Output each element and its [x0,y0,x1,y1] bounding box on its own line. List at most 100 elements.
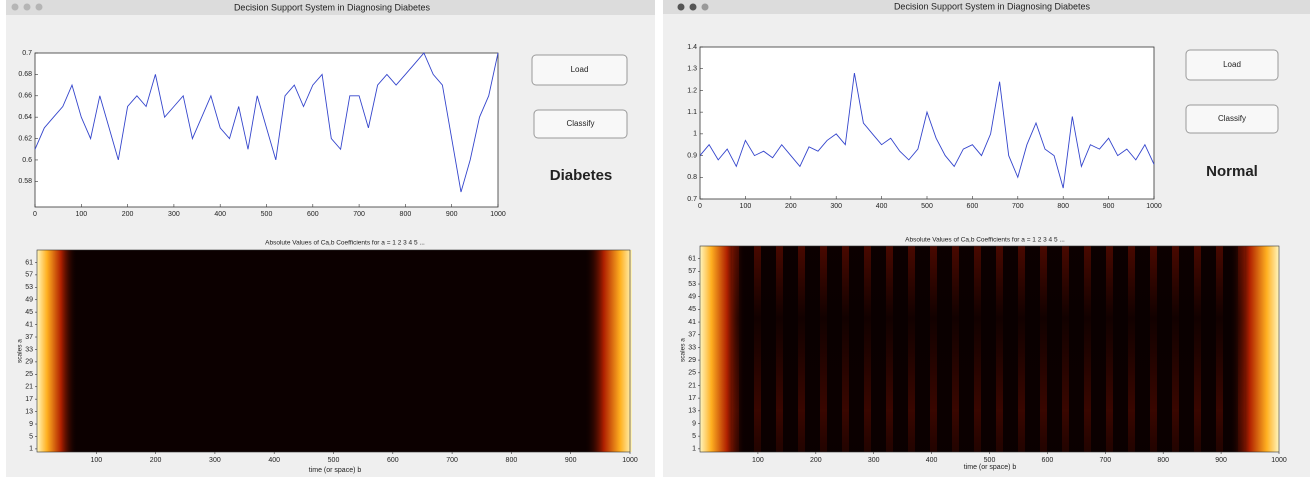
y-tick-label: 33 [688,344,696,351]
minimize-button[interactable] [23,3,31,11]
y-tick-label: 53 [25,284,33,291]
y-tick-label: 1 [693,131,697,138]
y-tick-label: 1.1 [687,109,697,116]
x-axis-label: time (or space) b [309,467,362,474]
y-tick-label: 0.7 [687,196,697,203]
x-tick-label: 700 [1012,203,1024,210]
y-tick-label: 0.9 [687,152,697,159]
x-tick-label: 500 [921,203,933,210]
y-tick-label: 9 [692,420,696,427]
y-tick-label: 61 [25,259,33,266]
x-tick-label: 400 [214,211,226,218]
scalogram-title: Absolute Values of Ca,b Coefficients for… [265,240,425,247]
y-tick-label: 37 [688,332,696,339]
y-tick-label: 1.4 [687,44,697,51]
result-label: Diabetes [550,167,613,184]
button-face [1185,104,1279,134]
x-tick-label: 900 [1215,457,1227,464]
x-tick-label: 1000 [490,211,506,218]
y-tick-label: 25 [688,370,696,377]
x-tick-label: 500 [984,457,996,464]
button[interactable]: Load [531,54,628,86]
y-tick-label: 49 [25,297,33,304]
plot-area [34,52,499,208]
button-label: Load [1223,60,1241,69]
button-face [531,54,628,86]
x-tick-label: 100 [740,203,752,210]
x-tick-label: 300 [209,457,221,464]
y-tick-label: 5 [29,433,33,440]
x-tick-label: 800 [1057,203,1069,210]
x-tick-label: 700 [1099,457,1111,464]
window-title: Decision Support System in Diagnosing Di… [234,2,431,12]
x-tick-label: 200 [785,203,797,210]
scalogram-image [37,250,632,452]
scalogram-title: Absolute Values of Ca,b Coefficients for… [905,237,1065,244]
x-tick-label: 400 [268,457,280,464]
y-tick-label: 57 [688,268,696,275]
y-tick-label: 61 [688,256,696,263]
y-tick-label: 29 [25,359,33,366]
close-button[interactable] [11,3,19,11]
y-tick-label: 0.64 [18,114,32,121]
x-tick-label: 600 [1042,457,1054,464]
x-tick-label: 400 [876,203,888,210]
y-axis-label: scales a [17,339,24,363]
y-tick-label: 17 [688,395,696,402]
button[interactable]: Load [1185,49,1279,81]
y-tick-label: 13 [688,408,696,415]
y-tick-label: 0.62 [18,135,32,142]
button-face [1185,49,1279,81]
x-tick-label: 1000 [1271,457,1287,464]
y-tick-label: 1 [692,446,696,453]
plot-area [699,46,1155,200]
x-tick-label: 900 [565,457,577,464]
y-tick-label: 0.8 [687,174,697,181]
y-tick-label: 33 [25,346,33,353]
y-tick-label: 29 [688,357,696,364]
button[interactable]: Classify [533,109,628,139]
button-label: Classify [566,119,594,128]
button-face [533,109,628,139]
y-tick-label: 0.58 [18,178,32,185]
x-tick-label: 500 [261,211,273,218]
x-tick-label: 0 [698,203,702,210]
minimize-button[interactable] [689,3,697,11]
y-tick-label: 49 [688,294,696,301]
zoom-button[interactable] [35,3,43,11]
button[interactable]: Classify [1185,104,1279,134]
x-tick-label: 600 [387,457,399,464]
x-tick-label: 800 [400,211,412,218]
button-label: Classify [1218,114,1246,123]
x-tick-label: 400 [926,457,938,464]
x-tick-label: 300 [168,211,180,218]
x-tick-label: 600 [967,203,979,210]
y-tick-label: 17 [25,396,33,403]
x-tick-label: 100 [90,457,102,464]
y-tick-label: 45 [688,306,696,313]
scalogram-image [700,246,1279,452]
y-tick-label: 1.3 [687,66,697,73]
x-tick-label: 700 [446,457,458,464]
zoom-button[interactable] [701,3,709,11]
result-label: Normal [1206,163,1258,180]
x-tick-label: 200 [810,457,822,464]
x-tick-label: 100 [752,457,764,464]
y-tick-label: 13 [25,408,33,415]
x-tick-label: 1000 [622,457,638,464]
x-axis-label: time (or space) b [964,464,1017,471]
y-tick-label: 1 [29,446,33,453]
x-tick-label: 200 [122,211,134,218]
y-tick-label: 21 [25,384,33,391]
x-tick-label: 500 [328,457,340,464]
y-axis-label: scales a [680,338,687,362]
y-tick-label: 41 [688,319,696,326]
y-tick-label: 0.66 [18,93,32,100]
x-tick-label: 300 [830,203,842,210]
x-tick-label: 800 [506,457,518,464]
close-button[interactable] [677,3,685,11]
x-tick-label: 900 [446,211,458,218]
button-label: Load [571,65,589,74]
x-tick-label: 100 [75,211,87,218]
